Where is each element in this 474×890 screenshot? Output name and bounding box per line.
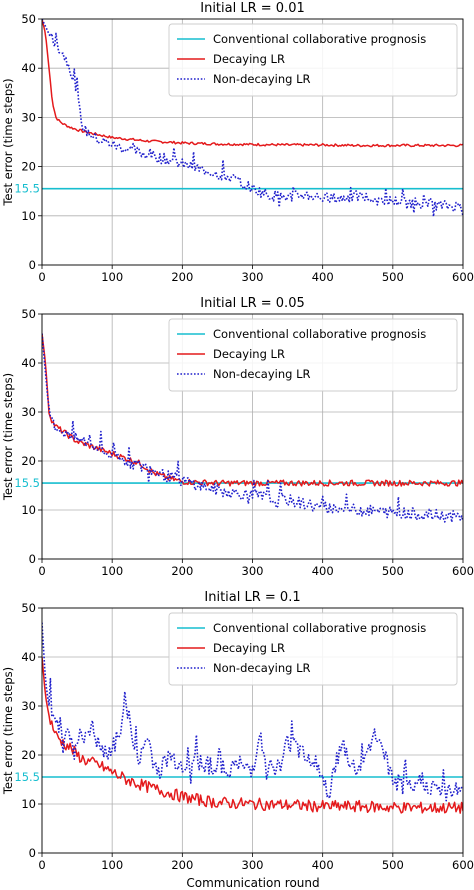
- legend-box: [168, 612, 458, 686]
- y-tick-label: 40: [21, 650, 36, 664]
- x-tick-label: 500: [382, 858, 404, 872]
- x-tick-label: 600: [452, 858, 474, 872]
- y-tick-label: 30: [21, 405, 36, 419]
- legend-label: Conventional collaborative prognosis: [213, 621, 426, 635]
- y-axis-label: Test error (time steps): [1, 373, 15, 501]
- y-axis-label: Test error (time steps): [1, 667, 15, 795]
- y-tick-label: 40: [21, 61, 36, 75]
- x-tick-label: 200: [171, 564, 193, 578]
- axes-frame: [41, 607, 464, 854]
- legend: Conventional collaborative prognosis Deca…: [168, 23, 458, 97]
- series-group: [42, 333, 463, 524]
- legend: Conventional collaborative prognosis Deca…: [168, 318, 458, 392]
- subplot-title: Initial LR = 0.05: [200, 296, 304, 311]
- y-tick-label: 40: [21, 356, 36, 370]
- x-tick-label: 0: [38, 564, 45, 578]
- y-tick-label: 10: [21, 209, 36, 223]
- series-line-decaying-lr: [42, 19, 463, 148]
- legend: Conventional collaborative prognosis Deca…: [168, 612, 458, 686]
- axes-frame: [41, 18, 464, 266]
- x-tick-label: 500: [382, 564, 404, 578]
- series-line-non-decaying-lr: [42, 622, 463, 802]
- subplot-lr-0.1: 0 100 200 300 400 500 600 0 10 20 30 40 50 15.5 Initia…: [1, 590, 474, 872]
- subplot-title: Initial LR = 0.1: [204, 590, 300, 605]
- subplot-lr-0.01: 0 100 200 300 400 500 600 0 10 20 30 40 50 15.5 Initia…: [1, 1, 474, 284]
- series-group: [42, 622, 463, 814]
- reference-tick-label: 15.5: [14, 476, 40, 490]
- series-line-decaying-lr: [42, 656, 463, 814]
- y-axis-label: Test error (time steps): [1, 78, 15, 206]
- x-tick-label: 100: [101, 270, 123, 284]
- y-tick-label: 50: [21, 12, 36, 26]
- reference-tick-label: 15.5: [14, 182, 40, 196]
- x-tick-label: 300: [242, 858, 264, 872]
- y-tick-label: 0: [29, 846, 36, 860]
- y-tick-label: 10: [21, 503, 36, 517]
- reference-tick-label: 15.5: [14, 770, 40, 784]
- x-tick-label: 300: [242, 564, 264, 578]
- x-tick-label: 600: [452, 564, 474, 578]
- series-line-non-decaying-lr: [42, 19, 463, 218]
- x-tick-label: 200: [171, 270, 193, 284]
- y-tick-label: 20: [21, 160, 36, 174]
- legend-label: Non-decaying LR: [213, 367, 310, 381]
- legend-label: Conventional collaborative prognosis: [213, 327, 426, 341]
- series-line-non-decaying-lr: [42, 333, 463, 524]
- legend-label: Non-decaying LR: [213, 72, 310, 86]
- subplot-lr-0.05: 0 100 200 300 400 500 600 0 10 20 30 40 50 15.5 Initia…: [1, 296, 474, 578]
- x-tick-label: 400: [312, 858, 334, 872]
- y-tick-label: 0: [29, 552, 36, 566]
- legend-label: Non-decaying LR: [213, 661, 310, 675]
- y-tick-label: 10: [21, 797, 36, 811]
- x-tick-label: 600: [452, 270, 474, 284]
- y-tick-label: 20: [21, 748, 36, 762]
- x-tick-label: 400: [312, 270, 334, 284]
- y-tick-label: 30: [21, 699, 36, 713]
- x-tick-label: 0: [38, 858, 45, 872]
- x-tick-label: 500: [382, 270, 404, 284]
- legend-label: Conventional collaborative prognosis: [213, 32, 426, 46]
- legend-box: [168, 318, 458, 392]
- legend-label: Decaying LR: [213, 347, 285, 361]
- axes-frame: [41, 313, 464, 560]
- x-axis-label: Communication round: [186, 876, 319, 890]
- y-tick-label: 0: [29, 258, 36, 272]
- x-tick-label: 400: [312, 564, 334, 578]
- x-tick-label: 200: [171, 858, 193, 872]
- x-tick-label: 100: [101, 858, 123, 872]
- y-tick-label: 50: [21, 307, 36, 321]
- x-tick-label: 100: [101, 564, 123, 578]
- series-group: [42, 19, 463, 218]
- y-tick-label: 30: [21, 110, 36, 124]
- legend-box: [168, 23, 458, 97]
- series-line-decaying-lr: [42, 333, 463, 487]
- y-tick-label: 20: [21, 454, 36, 468]
- x-tick-label: 300: [242, 270, 264, 284]
- legend-label: Decaying LR: [213, 52, 285, 66]
- x-tick-label: 0: [38, 270, 45, 284]
- legend-label: Decaying LR: [213, 641, 285, 655]
- y-tick-label: 50: [21, 601, 36, 615]
- subplot-title: Initial LR = 0.01: [200, 1, 304, 16]
